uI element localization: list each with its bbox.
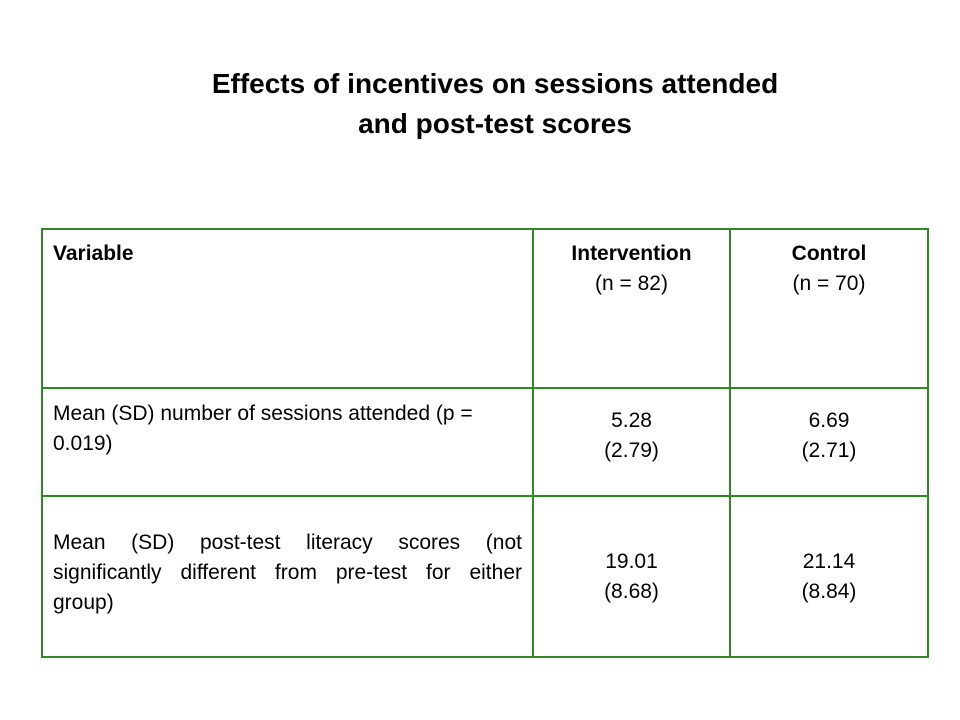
table-row: Mean (SD) number of sessions attended (p… [41,387,929,497]
table-header-row: Variable Intervention (n = 82) Control (… [41,228,929,389]
header-intervention-n: (n = 82) [595,272,668,295]
title-line-1: Effects of incentives on sessions attend… [211,68,779,99]
value-sd: (2.71) [801,439,857,462]
header-control-name: Control [791,242,867,265]
value-mean: 21.14 [802,549,856,573]
cell-intervention-sessions: 5.28 (2.79) [532,387,731,497]
page-title: Effects of incentives on sessions attend… [0,64,960,144]
title-line-2: and post-test scores [358,108,632,139]
value-mean: 6.69 [808,409,850,432]
value-sd: (8.68) [604,579,659,603]
row-label-post-test: Mean (SD) post-test literacy scores (not… [41,495,534,658]
row-label-sessions: Mean (SD) number of sessions attended (p… [41,387,534,497]
value-sd: (8.84) [801,579,857,603]
header-control: Control (n = 70) [729,228,929,389]
value-mean: 5.28 [611,409,652,432]
header-variable: Variable [41,228,534,389]
cell-intervention-post-test: 19.01 (8.68) [532,495,731,658]
value-mean: 19.01 [605,549,658,573]
header-intervention-name: Intervention [571,242,692,265]
header-intervention: Intervention (n = 82) [532,228,731,389]
header-control-n: (n = 70) [792,272,866,295]
cell-control-sessions: 6.69 (2.71) [729,387,929,497]
cell-control-post-test: 21.14 (8.84) [729,495,929,658]
results-table: Variable Intervention (n = 82) Control (… [41,228,929,658]
table-row: Mean (SD) post-test literacy scores (not… [41,495,929,658]
value-sd: (2.79) [604,439,659,462]
